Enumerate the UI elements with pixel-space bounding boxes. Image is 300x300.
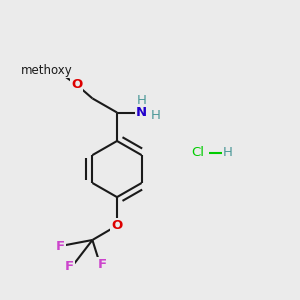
Text: Cl: Cl [191, 146, 205, 160]
Text: F: F [98, 258, 106, 271]
Text: O: O [111, 219, 123, 232]
Text: methoxy: methoxy [21, 64, 72, 77]
Text: H: H [151, 109, 161, 122]
Text: F: F [56, 240, 64, 253]
Text: N: N [136, 106, 147, 119]
Text: F: F [64, 260, 74, 274]
Text: O: O [71, 78, 82, 91]
Text: H: H [223, 146, 233, 160]
Text: H: H [137, 94, 146, 107]
